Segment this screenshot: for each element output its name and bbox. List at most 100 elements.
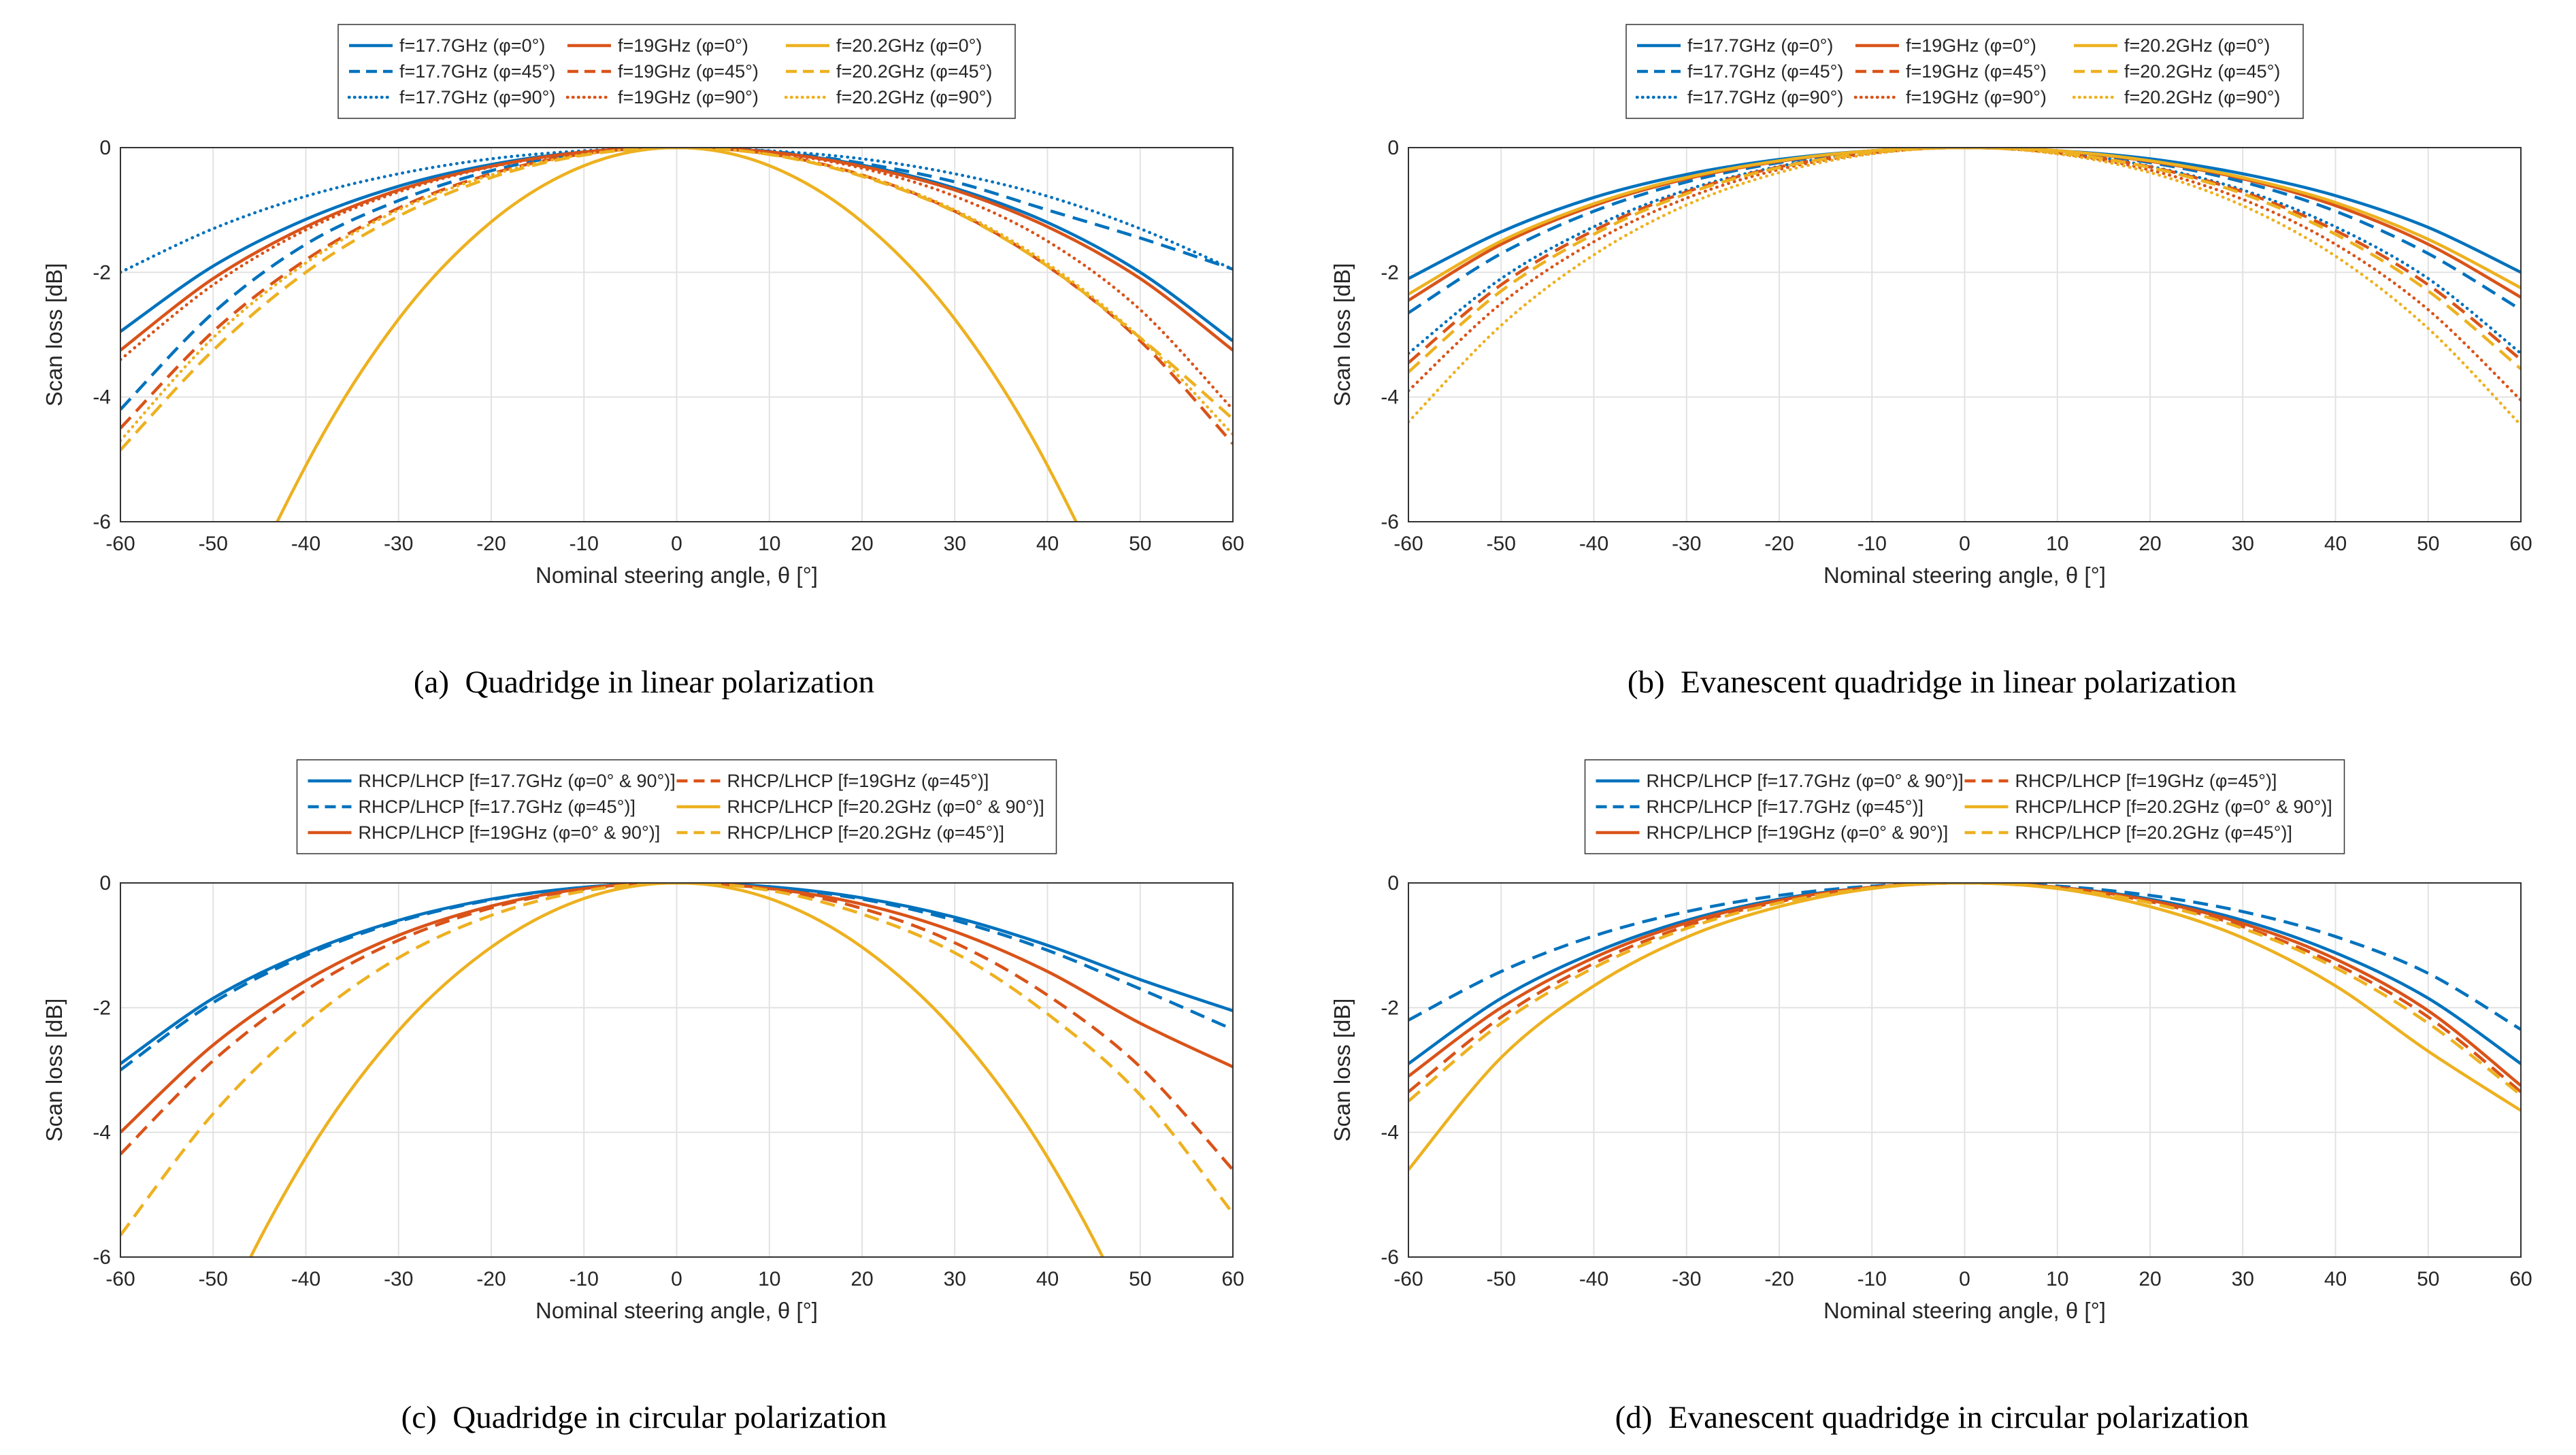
series-line-3 xyxy=(1408,148,2521,302)
legend-entry-label: f=19GHz (φ=90°) xyxy=(618,87,759,107)
legend-entry-label: f=19GHz (φ=0°) xyxy=(1906,35,2036,56)
legend-entry-label: f=19GHz (φ=0°) xyxy=(618,35,748,56)
legend-entry-label: RHCP/LHCP [f=19GHz (φ=0° & 90°)] xyxy=(358,822,660,843)
plot-quadridge-linear: -60 -50 -40 -30 -20 -10 0 10 20 30 40 50 60 0 -2 -4 -6 No… xyxy=(42,24,1244,588)
legend: f=17.7GHz (φ=0°) f=17.7GHz (φ=45°) f=17.7G… xyxy=(1625,24,2304,119)
series-line-3 xyxy=(120,882,1233,1171)
x-tick-label: -50 xyxy=(198,1268,227,1290)
series-line-3 xyxy=(120,148,1233,352)
y-tick-label: 0 xyxy=(1387,137,1399,159)
caption-c: (c) Quadridge in circular polarization xyxy=(401,1399,887,1435)
legend-box xyxy=(1584,758,2345,854)
x-tick-label: 10 xyxy=(758,1268,780,1290)
panel-a: -60 -50 -40 -30 -20 -10 0 10 20 30 40 50 60 0 -2 -4 -6 No… xyxy=(0,15,1288,720)
caption-d: (d) Evanescent quadridge in circular pol… xyxy=(1615,1399,2249,1435)
y-tick-label: -6 xyxy=(1381,511,1399,533)
series-line-4 xyxy=(1408,148,2521,365)
x-tick-label: 30 xyxy=(943,1268,965,1290)
x-tick-label: 20 xyxy=(2139,533,2161,555)
tick-labels: -60 -50 -40 -30 -20 -10 0 10 20 30 40 50 60 0 -2 -4 -6 xyxy=(93,872,1244,1290)
series-line-3 xyxy=(1408,882,2521,1093)
legend-entry-label: f=19GHz (φ=45°) xyxy=(1906,61,2047,82)
panel-b: -60 -50 -40 -30 -20 -10 0 10 20 30 40 50 60 0 -2 -4 -6 No… xyxy=(1288,15,2576,720)
series-lines xyxy=(120,882,1233,1257)
tick-labels: -60 -50 -40 -30 -20 -10 0 10 20 30 40 50 60 0 -2 -4 -6 xyxy=(1381,137,2532,555)
legend-box xyxy=(337,24,1016,119)
plot-quadridge-circular: -60 -50 -40 -30 -20 -10 0 10 20 30 40 50 60 0 -2 -4 -6 No… xyxy=(42,758,1244,1323)
series-line-5 xyxy=(120,148,1233,412)
grid xyxy=(1407,882,2522,1258)
legend-entry-label: RHCP/LHCP [f=19GHz (φ=45°)] xyxy=(727,771,989,791)
x-tick-label: 0 xyxy=(671,1268,682,1290)
x-tick-label: -50 xyxy=(198,533,227,555)
legend-entry-label: f=17.7GHz (φ=0°) xyxy=(1687,35,1833,56)
y-tick-label: -6 xyxy=(93,1246,111,1269)
x-tick-label: 50 xyxy=(1129,533,1151,555)
tick-labels: -60 -50 -40 -30 -20 -10 0 10 20 30 40 50 60 0 -2 -4 -6 xyxy=(1381,872,2532,1290)
x-tick-label: 20 xyxy=(851,533,873,555)
axes-box xyxy=(119,147,1234,522)
series-line-0 xyxy=(1408,882,2521,1065)
axes-box xyxy=(119,882,1234,1258)
legend-entry-label: RHCP/LHCP [f=17.7GHz (φ=0° & 90°)] xyxy=(1646,771,1963,791)
x-tick-label: 60 xyxy=(2509,533,2532,555)
axes-box xyxy=(1407,147,2522,522)
series-line-5 xyxy=(120,882,1233,1236)
y-tick-label: -2 xyxy=(1381,997,1399,1019)
y-tick-label: 0 xyxy=(99,872,111,894)
x-tick-label: 10 xyxy=(758,533,780,555)
series-line-5 xyxy=(1408,148,2521,402)
x-tick-label: 40 xyxy=(1036,1268,1058,1290)
legend-entry-label: f=20.2GHz (φ=90°) xyxy=(836,87,992,107)
x-tick-label: -20 xyxy=(476,533,506,555)
y-tick-label: -2 xyxy=(93,997,111,1019)
series-line-1 xyxy=(1408,882,2521,1031)
legend: f=17.7GHz (φ=0°) f=17.7GHz (φ=45°) f=17.7G… xyxy=(337,24,1016,119)
axes-box xyxy=(1407,882,2522,1258)
x-tick-label: -50 xyxy=(1486,533,1515,555)
series-line-2 xyxy=(1408,882,2521,1087)
legend: RHCP/LHCP [f=17.7GHz (φ=0° & 90°)] RHCP/L… xyxy=(1584,758,2345,854)
legend-entry-label: RHCP/LHCP [f=17.7GHz (φ=0° & 90°)] xyxy=(358,771,675,791)
x-tick-label: 30 xyxy=(2231,533,2253,555)
legend-entry-label: RHCP/LHCP [f=19GHz (φ=45°)] xyxy=(2015,771,2277,791)
x-tick-label: -30 xyxy=(384,1268,413,1290)
x-axis-label: Nominal steering angle, θ [°] xyxy=(535,1298,818,1323)
x-tick-label: -20 xyxy=(1764,1268,1794,1290)
x-tick-label: 60 xyxy=(2509,1268,2532,1290)
x-tick-label: 20 xyxy=(2139,1268,2161,1290)
legend-entry-label: f=19GHz (φ=45°) xyxy=(618,61,759,82)
x-tick-label: 10 xyxy=(2046,1268,2068,1290)
x-tick-label: 60 xyxy=(1221,533,1244,555)
tick-labels: -60 -50 -40 -30 -20 -10 0 10 20 30 40 50 60 0 -2 -4 -6 xyxy=(93,137,1244,555)
series-line-2 xyxy=(1408,148,2521,355)
grid xyxy=(119,882,1234,1258)
legend-box xyxy=(1625,24,2304,119)
legend-entry-label: f=17.7GHz (φ=90°) xyxy=(399,87,555,107)
y-axis-label: Scan loss [dB] xyxy=(42,998,67,1141)
x-tick-label: 50 xyxy=(2417,1268,2439,1290)
x-tick-label: -10 xyxy=(1857,533,1886,555)
x-tick-label: 40 xyxy=(2324,533,2346,555)
x-tick-label: -20 xyxy=(476,1268,506,1290)
x-tick-label: -10 xyxy=(1857,1268,1886,1290)
series-line-5 xyxy=(1408,882,2521,1103)
y-tick-label: -2 xyxy=(93,261,111,284)
grid xyxy=(119,147,1234,522)
y-tick-label: 0 xyxy=(99,137,111,159)
legend-entry-label: f=17.7GHz (φ=45°) xyxy=(1687,61,1843,82)
x-tick-label: -40 xyxy=(1579,533,1608,555)
legend-entry-label: f=20.2GHz (φ=0°) xyxy=(836,35,982,56)
x-tick-label: -30 xyxy=(1672,533,1701,555)
legend-entry-label: f=20.2GHz (φ=90°) xyxy=(2124,87,2280,107)
x-tick-label: -20 xyxy=(1764,533,1794,555)
legend: RHCP/LHCP [f=17.7GHz (φ=0° & 90°)] RHCP/L… xyxy=(296,758,1057,854)
x-tick-label: 0 xyxy=(671,533,682,555)
series-line-0 xyxy=(1408,148,2521,280)
x-tick-label: -50 xyxy=(1486,1268,1515,1290)
x-tick-label: -40 xyxy=(291,1268,320,1290)
legend-entry-label: f=17.7GHz (φ=45°) xyxy=(399,61,555,82)
y-tick-label: -4 xyxy=(1381,1121,1399,1143)
x-axis-label: Nominal steering angle, θ [°] xyxy=(1823,1298,2106,1323)
